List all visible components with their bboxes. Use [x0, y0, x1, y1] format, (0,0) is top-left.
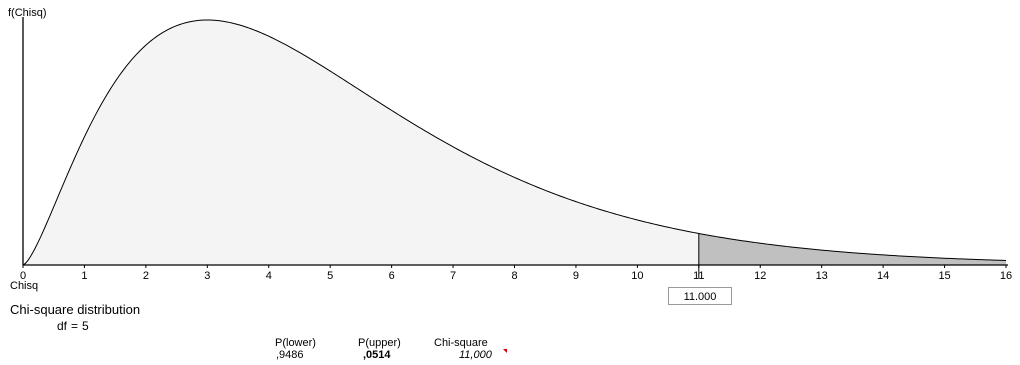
x-tick-label: 12 — [754, 270, 766, 282]
df-name: df — [57, 319, 68, 333]
p-lower-value: ,9486 — [276, 349, 304, 361]
x-tick-label: 11 — [693, 270, 704, 282]
x-tick-label: 15 — [938, 270, 950, 282]
x-tick-label: 2 — [143, 270, 149, 282]
x-tick-label: 7 — [450, 270, 456, 282]
x-tick-label: 10 — [631, 270, 643, 282]
df-value: 5 — [82, 319, 89, 333]
chi-square-value-text: 11,000 — [459, 349, 492, 361]
x-axis-label: Chisq — [10, 280, 39, 292]
edit-flag-icon — [503, 349, 507, 353]
df-equals: = — [71, 319, 79, 333]
result-p-lower: P(lower) ,9486 — [275, 337, 316, 361]
x-tick-label: 4 — [266, 270, 272, 282]
x-tick-label: 13 — [816, 270, 828, 282]
p-lower-label: P(lower) — [275, 337, 316, 349]
lower-region-fill — [23, 20, 699, 265]
x-tick-label: 3 — [204, 270, 210, 282]
p-upper-value: ,0514 — [363, 349, 391, 361]
x-tick-label: 1 — [81, 270, 87, 282]
chi-square-value[interactable]: 11,000 — [434, 349, 507, 361]
chi-square-label: Chi-square — [434, 337, 488, 349]
critical-value-input[interactable]: 11.000 — [668, 287, 732, 305]
upper-region-fill — [698, 233, 1006, 265]
result-chi-square: Chi-square 11,000 — [434, 337, 507, 361]
result-p-upper: P(upper) ,0514 — [358, 337, 401, 361]
density-curve — [22, 19, 1007, 266]
df-label: df = 5 — [57, 319, 89, 333]
x-tick-label: 9 — [573, 270, 579, 282]
x-tick-label: 0 — [20, 270, 26, 282]
y-axis-label: f(Chisq) — [8, 7, 47, 19]
x-tick-label: 16 — [1000, 270, 1012, 282]
x-tick-label: 6 — [389, 270, 395, 282]
p-upper-label: P(upper) — [358, 337, 401, 349]
x-tick-label: 5 — [327, 270, 333, 282]
x-tick-label: 8 — [511, 270, 517, 282]
x-tick-label: 14 — [877, 270, 889, 282]
distribution-title: Chi-square distribution — [10, 302, 141, 317]
